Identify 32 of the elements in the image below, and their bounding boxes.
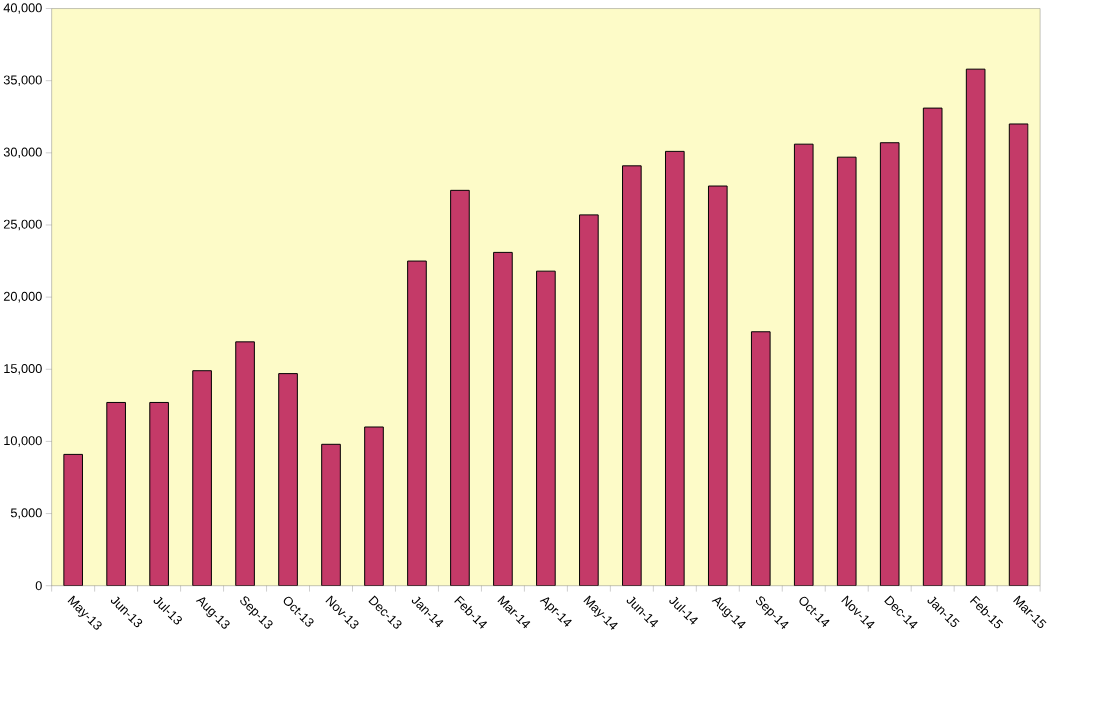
y-tick-label: 0 [35,581,42,591]
y-tick-label: 10,000 [4,436,42,447]
y-tick-label: 20,000 [3,291,42,303]
bar [106,401,126,586]
bar [450,189,470,586]
bar [793,143,814,586]
y-tick-label: 30,000 [3,147,42,159]
bar [493,251,513,586]
y-tick-label: 35,000 [3,75,42,86]
bar [836,156,857,586]
bar [63,453,83,586]
bar [665,150,685,586]
bar [707,185,728,586]
bar [622,165,642,586]
bar [321,443,341,586]
bar [1008,123,1029,586]
bar [750,331,771,586]
bar [879,142,900,586]
bar [536,270,556,586]
y-tick-label: 40,000 [3,3,42,14]
bar [278,373,298,586]
bar [235,341,255,586]
bar [149,401,169,586]
y-tick-label: 25,000 [3,219,42,231]
bar [965,68,986,586]
y-tick-label: 15,000 [4,363,42,375]
bar [407,260,427,586]
bar [579,214,599,586]
y-tick-label: 5,000 [10,508,42,519]
bar [192,370,212,586]
bar [922,107,943,586]
bar [364,426,384,586]
